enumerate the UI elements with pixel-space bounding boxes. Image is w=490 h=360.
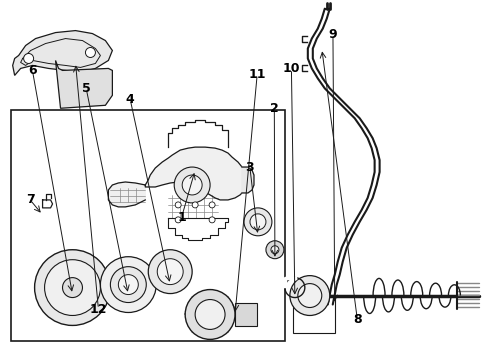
Circle shape <box>100 257 156 312</box>
Circle shape <box>298 284 322 307</box>
Circle shape <box>209 202 215 208</box>
Text: 2: 2 <box>270 102 279 115</box>
Text: 3: 3 <box>245 161 254 174</box>
Bar <box>293 296 335 333</box>
Polygon shape <box>145 147 248 200</box>
Polygon shape <box>108 182 145 207</box>
Circle shape <box>45 260 100 315</box>
Text: 10: 10 <box>283 62 300 75</box>
Text: 1: 1 <box>177 211 186 224</box>
Circle shape <box>209 217 215 223</box>
Circle shape <box>185 289 235 339</box>
Circle shape <box>266 241 284 259</box>
Circle shape <box>250 214 266 230</box>
Circle shape <box>192 202 198 208</box>
Text: 11: 11 <box>248 68 266 81</box>
Circle shape <box>119 275 138 294</box>
Bar <box>235 302 257 327</box>
Circle shape <box>110 267 147 302</box>
Circle shape <box>148 250 192 293</box>
Circle shape <box>175 202 181 208</box>
Text: 4: 4 <box>126 93 135 106</box>
Polygon shape <box>55 60 112 108</box>
Circle shape <box>85 48 96 58</box>
Text: 7: 7 <box>25 193 34 206</box>
Circle shape <box>271 246 279 254</box>
Circle shape <box>35 250 110 325</box>
Polygon shape <box>242 167 254 193</box>
Text: 12: 12 <box>90 303 107 316</box>
Circle shape <box>174 167 210 203</box>
Circle shape <box>157 259 183 285</box>
Circle shape <box>182 175 202 195</box>
Text: 8: 8 <box>353 313 362 327</box>
Circle shape <box>195 300 225 329</box>
Text: 9: 9 <box>329 28 337 41</box>
Circle shape <box>24 54 34 63</box>
Circle shape <box>63 278 82 298</box>
Circle shape <box>290 276 330 315</box>
Text: 6: 6 <box>28 64 37 77</box>
Text: 5: 5 <box>82 82 91 95</box>
Circle shape <box>244 208 272 236</box>
Circle shape <box>175 217 181 223</box>
Bar <box>11 110 285 341</box>
Polygon shape <box>13 31 112 75</box>
